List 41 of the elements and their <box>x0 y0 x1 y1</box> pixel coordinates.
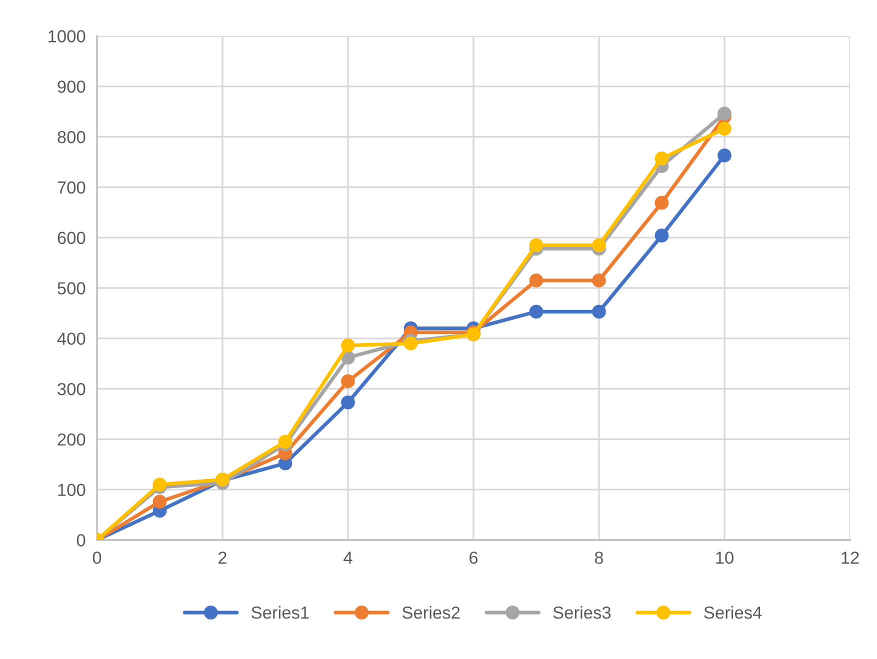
point <box>529 238 544 252</box>
x-tick-label: 0 <box>92 552 102 564</box>
point <box>341 395 355 410</box>
y-tick-label: 200 <box>58 433 86 446</box>
x-tick-label: 6 <box>470 552 478 564</box>
point <box>278 434 292 449</box>
x-tick-label: 2 <box>218 552 226 564</box>
point <box>654 152 669 166</box>
y-tick-label: 400 <box>57 332 86 345</box>
point <box>718 148 732 162</box>
point <box>152 494 167 509</box>
legend-label: Series3 <box>553 606 611 619</box>
point <box>592 304 606 319</box>
point <box>654 228 669 243</box>
point <box>718 106 732 121</box>
x-tick-label: 12 <box>842 552 859 564</box>
point <box>592 238 606 252</box>
y-tick-label: 800 <box>58 130 86 144</box>
legend-label: Series4 <box>704 606 762 619</box>
y-tick-label: 600 <box>58 232 86 244</box>
point <box>529 304 544 319</box>
y-tick-label: 1000 <box>48 30 86 42</box>
point <box>152 478 167 492</box>
y-tick-label: 300 <box>58 382 86 396</box>
x-tick-label: 10 <box>716 552 734 564</box>
legend-label: Series2 <box>402 606 460 619</box>
point <box>592 273 606 288</box>
legend-label: Series1 <box>252 606 309 619</box>
x-tick-label: 4 <box>344 552 352 564</box>
point <box>529 273 544 288</box>
point <box>654 196 669 210</box>
y-tick-label: 0 <box>76 534 86 546</box>
point <box>404 336 418 350</box>
y-tick-label: 700 <box>58 181 86 194</box>
x-tick-label: 8 <box>594 552 604 564</box>
y-tick-label: 900 <box>58 80 86 93</box>
point <box>341 338 355 352</box>
y-tick-label: 100 <box>58 484 86 496</box>
y-tick-label: 500 <box>58 282 86 294</box>
point <box>341 374 355 388</box>
point <box>718 122 732 136</box>
